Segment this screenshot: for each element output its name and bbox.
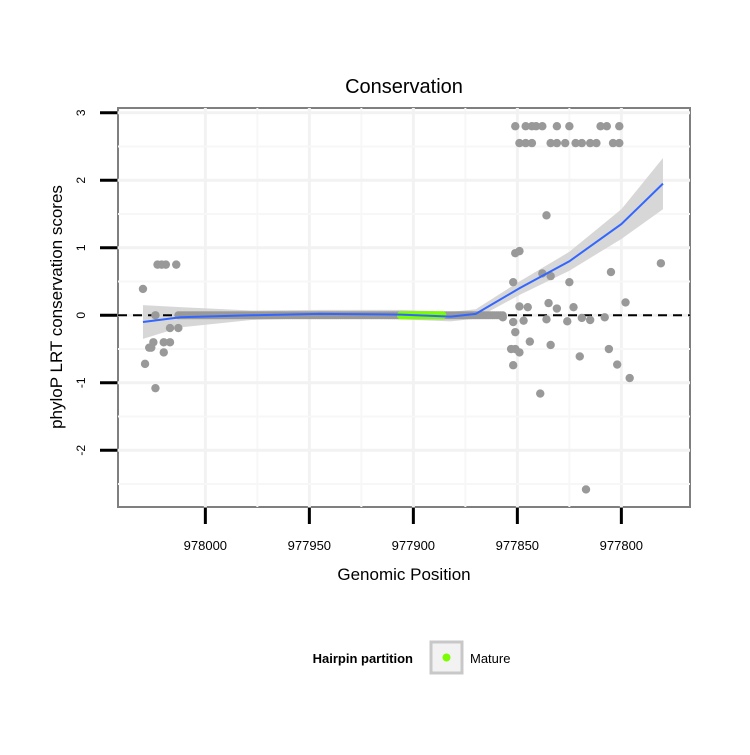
legend-key-mature-dot: [442, 653, 451, 662]
data-point: [165, 338, 175, 347]
data-point: [159, 348, 168, 357]
data-point: [498, 313, 507, 322]
x-axis-label: Genomic Position: [337, 565, 470, 584]
data-point: [585, 138, 595, 148]
data-point: [615, 122, 624, 131]
data-point: [546, 340, 555, 350]
data-point: [577, 138, 587, 148]
data-point: [563, 317, 572, 326]
data-point: [531, 122, 541, 131]
data-point: [149, 338, 158, 347]
data-point: [552, 138, 562, 148]
x-tick-label: 977900: [392, 538, 435, 553]
data-point: [615, 138, 624, 148]
data-point: [527, 138, 537, 148]
x-tick-label: 977800: [600, 538, 643, 553]
data-point: [621, 298, 630, 307]
data-point: [625, 373, 634, 383]
data-point: [604, 344, 614, 354]
data-point: [581, 485, 591, 494]
x-tick-label: 977850: [496, 538, 539, 553]
data-point: [509, 317, 518, 327]
data-point: [602, 122, 611, 131]
data-point: [577, 313, 587, 323]
data-point: [575, 352, 584, 361]
data-point: [592, 138, 601, 148]
data-point: [536, 389, 545, 398]
data-point: [174, 323, 183, 333]
y-tick-label: -2: [74, 445, 88, 456]
y-tick-label: 1: [74, 244, 88, 251]
y-tick-label: 3: [74, 109, 88, 116]
data-point: [515, 302, 524, 311]
data-point: [509, 361, 518, 370]
x-tick-label: 978000: [184, 538, 227, 553]
data-point: [165, 323, 175, 333]
data-point: [656, 259, 666, 268]
data-point: [509, 277, 518, 287]
data-point: [525, 337, 535, 346]
data-point: [521, 122, 530, 131]
data-point: [519, 316, 528, 325]
smooth-line: [142, 182, 664, 324]
data-point: [613, 360, 622, 369]
data-point: [140, 359, 150, 369]
data-point: [151, 311, 160, 320]
data-point: [544, 298, 553, 308]
legend-title: Hairpin partition: [313, 651, 413, 666]
data-point: [565, 122, 574, 131]
y-tick-label: 2: [74, 177, 88, 184]
data-point: [161, 260, 171, 269]
data-point: [565, 277, 574, 287]
plot-panel: [117, 107, 691, 508]
data-point: [538, 122, 547, 131]
data-point: [151, 383, 160, 393]
confidence-band: [142, 157, 663, 339]
data-point: [552, 304, 562, 313]
data-point: [608, 138, 618, 148]
data-point: [511, 327, 520, 337]
data-point: [515, 138, 524, 148]
data-point: [515, 348, 524, 357]
data-point: [546, 271, 555, 281]
data-point: [546, 138, 555, 148]
data-point: [172, 260, 181, 269]
data-point: [521, 138, 530, 148]
data-point: [569, 302, 578, 312]
y-axis-label: phyloP LRT conservation scores: [47, 185, 66, 429]
data-point: [600, 313, 609, 322]
data-point: [596, 122, 605, 131]
legend-entry-mature[interactable]: Mature: [470, 651, 510, 666]
y-tick-label: 0: [74, 312, 88, 319]
data-point: [606, 267, 616, 277]
data-point: [552, 122, 562, 131]
data-point: [515, 246, 524, 256]
data-point: [159, 338, 168, 347]
data-point: [585, 315, 595, 325]
data-point: [542, 211, 551, 220]
data-point: [138, 284, 148, 294]
data-point: [542, 315, 551, 324]
data-point: [571, 138, 580, 148]
data-point: [511, 122, 520, 131]
chart-title: Conservation: [345, 76, 463, 98]
x-tick-label: 977950: [288, 538, 331, 553]
data-point: [523, 302, 532, 312]
y-tick-label: -1: [74, 377, 88, 388]
data-point: [561, 138, 570, 148]
